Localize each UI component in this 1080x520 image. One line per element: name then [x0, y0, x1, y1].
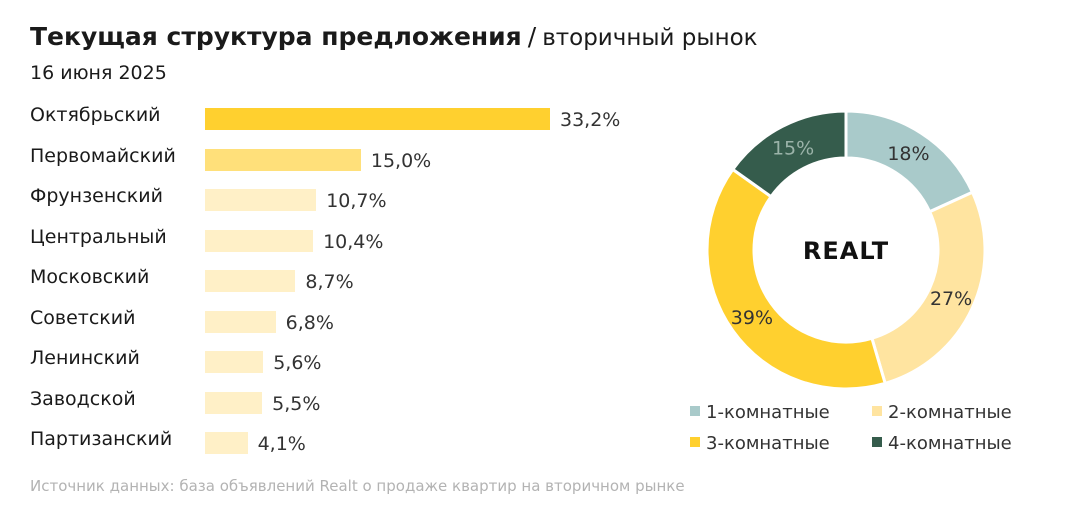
realt-logo: REALT [803, 237, 889, 265]
chart-date: 16 июня 2025 [30, 62, 167, 84]
chart-title: Текущая структура предложения / вторичный … [30, 22, 758, 51]
bar [205, 310, 276, 333]
donut-slice-label: 18% [887, 143, 929, 165]
bar-category-label: Ленинский [30, 347, 140, 369]
title-subtitle: вторичный рынок [542, 25, 758, 51]
bar-category-label: Заводской [30, 387, 136, 410]
legend-label-3: 3-комнатные [706, 433, 830, 454]
bar-category-label: Партизанский [30, 428, 173, 450]
source-note: Источник данных: база объявлений Realt о… [30, 477, 685, 495]
legend-label-2: 2-комнатные [888, 402, 1012, 423]
donut-slice [705, 167, 888, 391]
bar-value-label: 33,2% [560, 109, 621, 131]
bar-value-label: 10,4% [323, 230, 384, 253]
bar [205, 391, 263, 414]
legend-label-1: 1-комнатные [706, 402, 830, 423]
bar-chart: Октябрьский 33,2% Первомайский 15,0% Фрунзен… [30, 104, 621, 455]
legend-item-3: 3-комнатные [690, 433, 830, 454]
donut-slice-label: 15% [772, 137, 814, 159]
bar-value-label: 10,7% [326, 190, 387, 212]
legend-swatch-2 [872, 406, 882, 416]
bar [205, 351, 264, 373]
legend-item-4: 4-комнатные [872, 433, 1012, 454]
bar-value-label: 4,1% [257, 433, 306, 455]
title-main: Текущая структура предложения [30, 22, 522, 51]
bar-value-label: 8,7% [305, 271, 354, 293]
donut-chart: 18% 27% 39% 15% REALT [705, 109, 987, 391]
bar [205, 270, 296, 292]
legend-swatch-4 [872, 437, 882, 447]
legend-item-2: 2-комнатные [872, 402, 1012, 423]
bar-value-label: 5,6% [273, 352, 322, 374]
bar [205, 432, 248, 454]
bar-value-label: 15,0% [370, 149, 432, 172]
bar-category-label: Октябрьский [30, 104, 161, 126]
bar [205, 229, 314, 252]
donut-slice [870, 190, 987, 386]
bar-value-label: 6,8% [285, 311, 334, 334]
bar-category-label: Фрунзенский [30, 185, 163, 207]
bar-category-label: Советский [30, 306, 136, 329]
bar [205, 148, 361, 171]
bar [205, 108, 550, 130]
donut-slice [730, 109, 848, 199]
donut-slice-label: 39% [731, 307, 773, 329]
bar [205, 189, 317, 211]
title-separator: / [527, 22, 537, 51]
bar-category-label: Первомайский [30, 144, 176, 167]
bar-category-label: Центральный [30, 225, 167, 248]
donut-slice-label: 27% [930, 288, 972, 310]
legend-swatch-3 [690, 437, 700, 447]
legend-label-4: 4-комнатные [888, 433, 1012, 454]
bar-category-label: Московский [30, 266, 150, 288]
legend-item-1: 1-комнатные [690, 402, 830, 423]
bar-value-label: 5,5% [272, 392, 321, 415]
legend-swatch-1 [690, 406, 700, 416]
